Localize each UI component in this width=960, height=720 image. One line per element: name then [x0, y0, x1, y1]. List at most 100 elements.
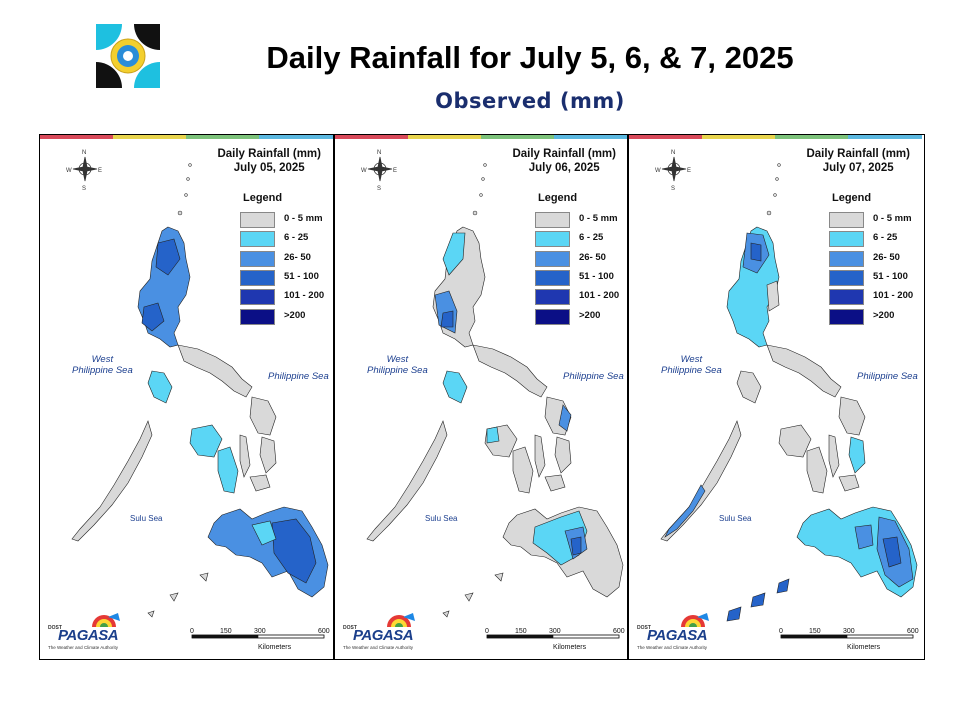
label-philippine-sea: Philippine Sea — [268, 371, 329, 382]
page-subtitle: Observed (mm) — [435, 89, 625, 113]
region-bicol — [766, 344, 842, 398]
label-west-philippine-sea: West Philippine Sea — [367, 354, 428, 376]
region-cebu — [239, 434, 251, 478]
pagasa-logo: DOST PAGASA The Weather and Climate Auth… — [635, 611, 725, 651]
scale-tick: 150 — [220, 628, 232, 635]
legend-item: >200 — [535, 309, 628, 325]
dost-logo — [96, 24, 160, 88]
map-panels: N S E W Daily Rainfall (mm) July 05, 202… — [39, 134, 925, 660]
legend-title: Legend — [832, 192, 872, 204]
region-palawan — [366, 420, 448, 542]
region-bohol — [249, 474, 271, 492]
region-mindoro — [736, 370, 762, 404]
compass-e: E — [98, 168, 102, 174]
panel-header: Daily Rainfall (mm) July 07, 2025 — [806, 147, 910, 175]
legend-item: 0 - 5 mm — [829, 212, 922, 228]
legend-item: 6 - 25 — [829, 231, 922, 247]
region-cebu — [828, 434, 840, 478]
scale-bar — [780, 634, 914, 639]
legend-item: >200 — [829, 309, 922, 325]
legend-item: 26- 50 — [829, 251, 922, 267]
label-west-philippine-sea: West Philippine Sea — [661, 354, 722, 376]
compass-n: N — [82, 150, 86, 156]
panel-heading: Daily Rainfall (mm) — [806, 148, 910, 160]
region-panay — [189, 424, 223, 458]
map-panel-july-06: N S E W Daily Rainfall (mm) July 06, 202… — [335, 135, 628, 659]
panel-divider — [627, 135, 629, 659]
compass-n: N — [377, 150, 381, 156]
color-strip — [40, 135, 333, 139]
panel-heading: Daily Rainfall (mm) — [217, 148, 321, 160]
scale-tick: 600 — [907, 628, 919, 635]
region-samar — [249, 396, 277, 436]
scale-tick: 300 — [843, 628, 855, 635]
scale-tick: 150 — [809, 628, 821, 635]
region-negros — [806, 446, 828, 494]
scale-tick: 600 — [318, 628, 330, 635]
map-july-07: N S E W — [655, 150, 918, 639]
legend-item: 0 - 5 mm — [240, 212, 333, 228]
color-strip — [335, 135, 628, 139]
compass-icon — [367, 156, 393, 182]
color-strip — [629, 135, 922, 139]
legend-item: 51 - 100 — [829, 270, 922, 286]
scale-tick: 150 — [515, 628, 527, 635]
region-bohol — [838, 474, 860, 492]
label-philippine-sea: Philippine Sea — [857, 371, 918, 382]
map-july-06: N S E W — [361, 150, 624, 639]
region-negros — [512, 446, 534, 494]
scale-unit: Kilometers — [847, 644, 881, 651]
region-palawan — [71, 420, 153, 542]
region-bicol — [177, 344, 253, 398]
map-july-05: N S E W — [66, 150, 329, 639]
region-mindoro — [147, 370, 173, 404]
scale-tick: 0 — [485, 628, 489, 635]
map-panel-july-05: N S E W Daily Rainfall (mm) July 05, 202… — [40, 135, 333, 659]
region-mindoro — [442, 370, 468, 404]
legend-item: 0 - 5 mm — [535, 212, 628, 228]
scale-bar — [191, 634, 325, 639]
panel-heading: Daily Rainfall (mm) — [512, 148, 616, 160]
panel-header: Daily Rainfall (mm) July 06, 2025 — [512, 147, 616, 175]
legend-item: 51 - 100 — [535, 270, 628, 286]
region-leyte — [554, 436, 572, 474]
scale-tick: 300 — [549, 628, 561, 635]
legend-item: 101 - 200 — [240, 289, 333, 305]
legend-item: 26- 50 — [240, 251, 333, 267]
legend-item: >200 — [240, 309, 333, 325]
region-leyte — [848, 436, 866, 474]
compass-icon — [72, 156, 98, 182]
compass-icon — [661, 156, 687, 182]
region-leyte — [259, 436, 277, 474]
scale-tick: 600 — [613, 628, 625, 635]
region-cebu — [534, 434, 546, 478]
compass-e: E — [687, 168, 691, 174]
compass-s: S — [82, 186, 86, 192]
scale-unit: Kilometers — [258, 644, 292, 651]
compass-n: N — [671, 150, 675, 156]
label-sulu-sea: Sulu Sea — [719, 514, 752, 523]
scale-tick: 0 — [779, 628, 783, 635]
scale-tick: 0 — [190, 628, 194, 635]
page-title: Daily Rainfall for July 5, 6, & 7, 2025 — [266, 40, 794, 75]
legend-item: 6 - 25 — [535, 231, 628, 247]
label-west-philippine-sea: West Philippine Sea — [72, 354, 133, 376]
legend-item: 101 - 200 — [535, 289, 628, 305]
region-panay — [778, 424, 812, 458]
legend-item: 101 - 200 — [829, 289, 922, 305]
panel-date: July 05, 2025 — [233, 162, 305, 174]
panel-header: Daily Rainfall (mm) July 05, 2025 — [217, 147, 321, 175]
legend-item: 26- 50 — [535, 251, 628, 267]
compass-s: S — [671, 186, 675, 192]
label-sulu-sea: Sulu Sea — [130, 514, 163, 523]
compass-w: W — [361, 168, 367, 174]
panel-date: July 07, 2025 — [822, 162, 894, 174]
pagasa-logo: DOST PAGASA The Weather and Climate Auth… — [46, 611, 136, 651]
scale-tick: 300 — [254, 628, 266, 635]
panel-date: July 06, 2025 — [528, 162, 600, 174]
legend-item: 6 - 25 — [240, 231, 333, 247]
legend-title: Legend — [243, 192, 283, 204]
label-philippine-sea: Philippine Sea — [563, 371, 624, 382]
label-sulu-sea: Sulu Sea — [425, 514, 458, 523]
map-panel-july-07: N S E W Daily Rainfall (mm) July 07, 202… — [629, 135, 922, 659]
